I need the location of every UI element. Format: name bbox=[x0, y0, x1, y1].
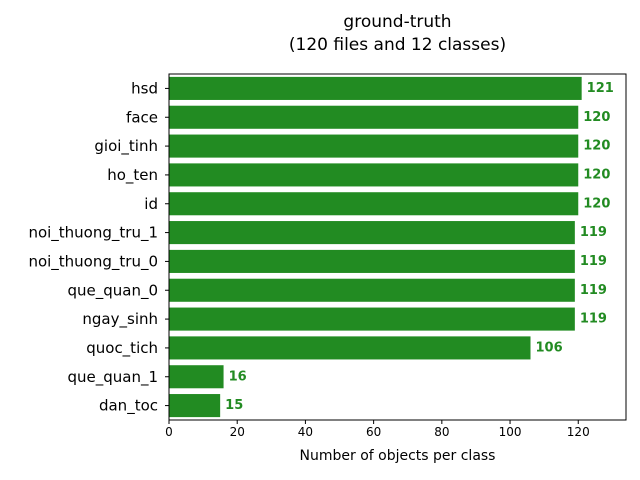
bar-quoc_tich bbox=[169, 336, 531, 360]
chart-title: ground-truth bbox=[343, 12, 452, 32]
bar-gioi_tinh bbox=[169, 134, 579, 158]
x-axis-label: Number of objects per class bbox=[299, 448, 496, 464]
bar-que_quan_0 bbox=[169, 278, 575, 302]
bar-ho_ten bbox=[169, 163, 579, 187]
y-tick-label: gioi_tinh bbox=[94, 137, 158, 156]
x-tick-label: 80 bbox=[434, 425, 449, 439]
chart-subtitle: (120 files and 12 classes) bbox=[288, 35, 507, 55]
y-tick-label: noi_thuong_tru_1 bbox=[28, 224, 158, 243]
y-tick-label: ngay_sinh bbox=[82, 310, 158, 329]
data-label: 119 bbox=[580, 225, 607, 240]
y-tick-label: quoc_tich bbox=[86, 339, 158, 358]
data-label: 121 bbox=[587, 81, 614, 96]
x-tick-label: 20 bbox=[230, 425, 245, 439]
bar-dan_toc bbox=[169, 394, 221, 418]
y-tick-label: ho_ten bbox=[107, 166, 158, 185]
data-label: 120 bbox=[583, 110, 610, 125]
y-tick-label: dan_toc bbox=[99, 397, 158, 416]
x-tick-label: 120 bbox=[567, 425, 590, 439]
data-label: 120 bbox=[583, 139, 610, 154]
y-tick-label: noi_thuong_tru_0 bbox=[28, 252, 158, 271]
y-tick-label: id bbox=[144, 195, 158, 213]
plot-frame bbox=[168, 73, 627, 421]
data-label: 120 bbox=[583, 196, 610, 211]
bar-noi_thuong_tru_0 bbox=[169, 249, 575, 273]
data-label: 120 bbox=[583, 167, 610, 182]
data-label: 15 bbox=[225, 398, 243, 413]
x-tick-label: 0 bbox=[165, 425, 173, 439]
x-tick-label: 40 bbox=[298, 425, 313, 439]
y-tick-label: hsd bbox=[131, 79, 158, 97]
x-tick-label: 100 bbox=[499, 425, 522, 439]
data-label: 119 bbox=[580, 283, 607, 298]
x-tick-label: 60 bbox=[366, 425, 381, 439]
bar-face bbox=[169, 105, 579, 129]
y-tick-label: que_quan_0 bbox=[67, 281, 158, 300]
data-label: 119 bbox=[580, 312, 607, 327]
bar-ngay_sinh bbox=[169, 307, 575, 331]
bar-que_quan_1 bbox=[169, 365, 224, 389]
data-label: 106 bbox=[536, 340, 563, 355]
data-label: 119 bbox=[580, 254, 607, 269]
bar-id bbox=[169, 192, 579, 216]
y-tick-label: face bbox=[126, 108, 158, 126]
bar-hsd bbox=[169, 76, 582, 100]
bar-noi_thuong_tru_1 bbox=[169, 221, 575, 245]
data-label: 16 bbox=[229, 369, 247, 384]
y-tick-label: que_quan_1 bbox=[67, 368, 158, 387]
